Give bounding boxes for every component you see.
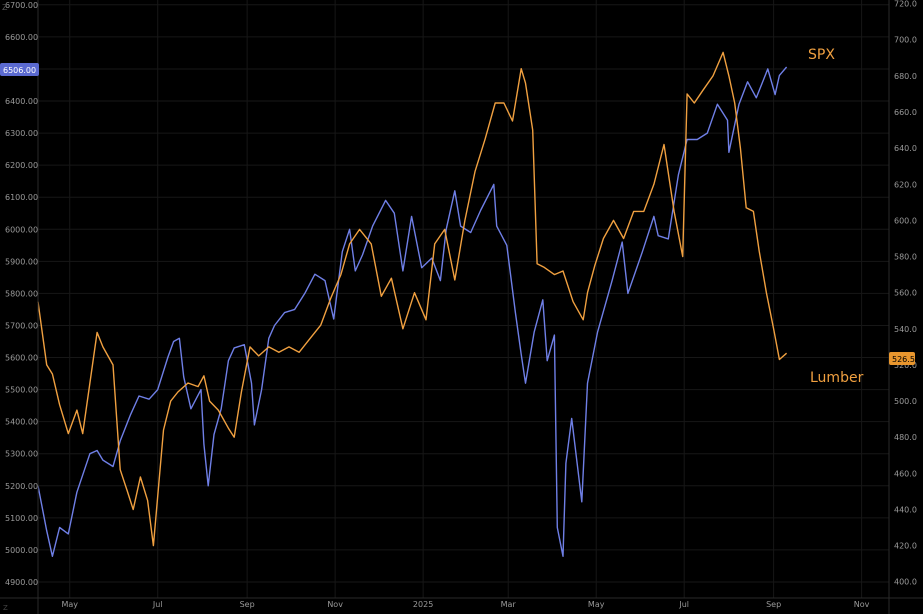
right-axis-tick-label: 520.0 bbox=[894, 361, 917, 370]
time-axis[interactable]: May Jul Sep Nov 2025 Mar May Jul Sep Nov bbox=[0, 597, 923, 609]
time-axis-tick-label: Sep bbox=[240, 600, 255, 609]
right-axis-tick-label: 660.0 bbox=[894, 108, 917, 117]
left-axis-tick-label: 6300.00 bbox=[5, 129, 38, 138]
time-axis-tick-label: Nov bbox=[854, 600, 870, 609]
left-axis-tick-label: 6600.00 bbox=[5, 33, 38, 42]
right-axis-tick-label: 480.0 bbox=[894, 433, 917, 442]
left-axis-tick-label: 5600.00 bbox=[5, 354, 38, 363]
right-axis-tick-label: 640.0 bbox=[894, 144, 917, 153]
left-axis-tick-label: 6100.00 bbox=[5, 193, 38, 202]
time-axis-tick-label: Mar bbox=[501, 600, 517, 609]
right-axis-tick-label: 720.0 bbox=[894, 0, 917, 9]
right-price-axis[interactable]: 720.0 700.0 680.0 660.0 640.0 620.0 600.0 580.0… bbox=[888, 0, 917, 614]
time-axis-tick-label: Sep bbox=[766, 600, 781, 609]
left-axis-tick-label: 5700.00 bbox=[5, 321, 38, 330]
left-axis-tick-label: 5000.00 bbox=[5, 546, 38, 555]
right-axis-tick-label: 580.0 bbox=[894, 253, 917, 262]
spx-badge-bg bbox=[0, 63, 39, 76]
left-axis-tick-label: 6200.00 bbox=[5, 161, 38, 170]
right-axis-tick-label: 680.0 bbox=[894, 72, 917, 81]
right-axis-tick-label: 420.0 bbox=[894, 542, 917, 551]
left-axis-tick-label: 5400.00 bbox=[5, 418, 38, 427]
right-axis-tick-label: 600.0 bbox=[894, 216, 917, 225]
time-axis-tick-label: May bbox=[588, 600, 605, 609]
watermark-logo: Z bbox=[2, 3, 8, 12]
right-axis-tick-label: 400.0 bbox=[894, 578, 917, 587]
spx-annotation: SPX bbox=[808, 47, 835, 63]
lumber-series-line bbox=[37, 51, 788, 547]
right-axis-tick-label: 440.0 bbox=[894, 505, 917, 514]
left-axis-tick-label: 4900.00 bbox=[5, 578, 38, 587]
left-axis-tick-label: 6000.00 bbox=[5, 225, 38, 234]
lumber-price-badge: 526.5 bbox=[889, 352, 915, 365]
lumber-badge-bg bbox=[889, 352, 915, 365]
right-axis-tick-label: 460.0 bbox=[894, 469, 917, 478]
lumber-badge-value: 526.5 bbox=[892, 355, 915, 364]
left-axis-tick-label: 5900.00 bbox=[5, 257, 38, 266]
lumber-annotation: Lumber bbox=[810, 370, 864, 386]
time-axis-tick-label: Nov bbox=[327, 600, 343, 609]
right-axis-tick-label: 620.0 bbox=[894, 180, 917, 189]
left-price-axis[interactable]: 6700.006600.006500.006400.006300.006200.… bbox=[5, 0, 39, 614]
left-axis-tick-label: 5800.00 bbox=[5, 289, 38, 298]
left-axis-tick-label: 5300.00 bbox=[5, 450, 38, 459]
spx-price-badge: 6506.00 bbox=[0, 63, 39, 76]
right-axis-tick-label: 540.0 bbox=[894, 325, 917, 334]
right-axis-tick-label: 560.0 bbox=[894, 289, 917, 298]
spx-badge-value: 6506.00 bbox=[3, 66, 36, 75]
left-axis-tick-label: 5100.00 bbox=[5, 514, 38, 523]
right-axis-tick-label: 700.0 bbox=[894, 36, 917, 45]
time-axis-tick-label: 2025 bbox=[413, 600, 433, 609]
time-axis-tick-label: Jul bbox=[152, 600, 163, 609]
series-layer bbox=[37, 51, 788, 557]
spx-series-line bbox=[37, 66, 788, 557]
time-axis-logo: Z bbox=[3, 604, 8, 612]
left-axis-tick-label: 5200.00 bbox=[5, 482, 38, 491]
left-axis-tick-label: 6700.00 bbox=[5, 1, 38, 10]
gridlines bbox=[38, 0, 889, 598]
time-axis-tick-label: Jul bbox=[678, 600, 689, 609]
left-axis-tick-label: 5500.00 bbox=[5, 386, 38, 395]
right-axis-tick-label: 500.0 bbox=[894, 397, 917, 406]
left-axis-tick-label: 6400.00 bbox=[5, 97, 38, 106]
time-axis-tick-label: May bbox=[61, 600, 78, 609]
